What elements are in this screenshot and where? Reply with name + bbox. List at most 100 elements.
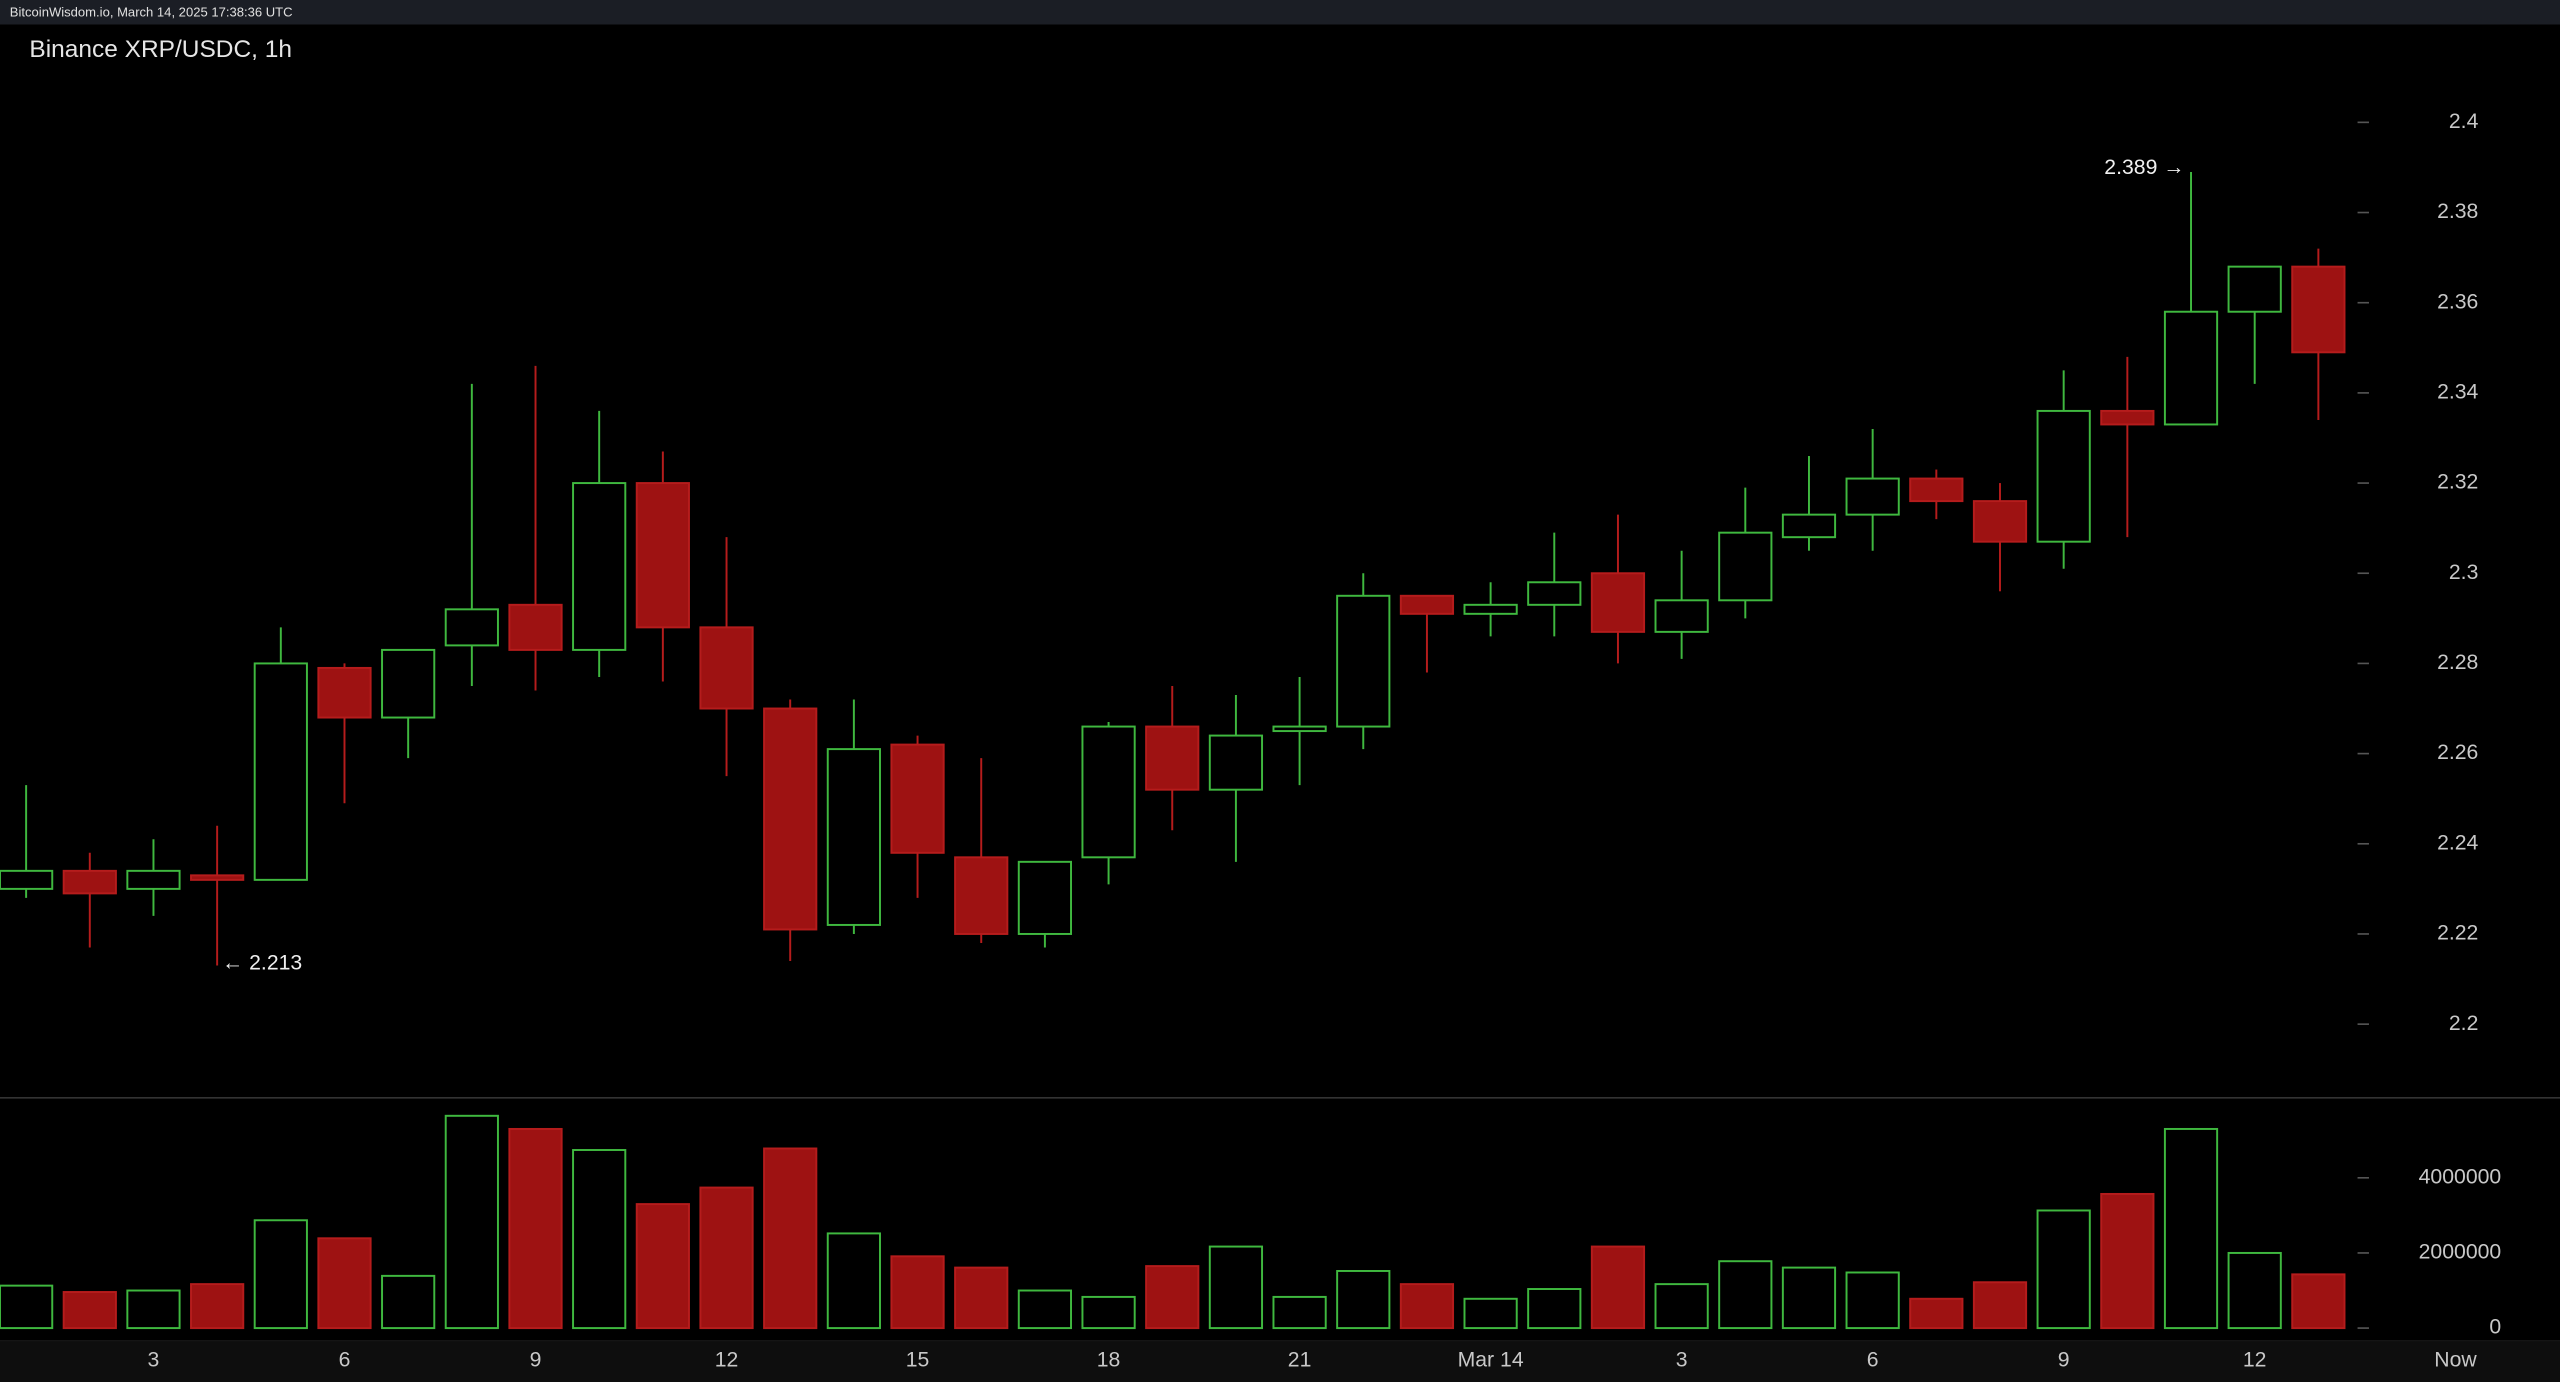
annotation: 2.389 →: [2104, 156, 2184, 179]
candle-body: [253, 662, 308, 881]
candle-body: [2227, 265, 2282, 313]
x-tick-label: 6: [1867, 1348, 1879, 1371]
x-tick-label: Mar 14: [1458, 1348, 1524, 1371]
volume-bar: [2227, 1251, 2282, 1330]
volume-bar: [1527, 1288, 1582, 1330]
volume-bar: [1718, 1260, 1773, 1330]
candle-body: [890, 743, 945, 854]
annotation: ← 2.213: [222, 951, 302, 974]
volume-bar: [190, 1283, 245, 1330]
candle-body: [381, 648, 436, 719]
candle-body: [1845, 477, 1900, 516]
candle-body: [1527, 581, 1582, 606]
x-tick-label: 15: [906, 1348, 930, 1371]
chart-title: Binance XRP/USDC, 1h: [29, 36, 292, 63]
y-tick-label: 2.36: [2437, 290, 2478, 313]
candle-body: [0, 869, 54, 890]
y-tick-label: 2.22: [2437, 922, 2478, 945]
volume-bar: [0, 1284, 54, 1330]
y-tick-label: 2.4: [2449, 110, 2479, 133]
volume-bar: [890, 1255, 945, 1330]
candle-body: [2100, 409, 2155, 426]
volume-bar: [1590, 1245, 1646, 1330]
candle-body: [635, 482, 690, 629]
volume-bar: [826, 1232, 881, 1330]
volume-bar: [572, 1149, 627, 1330]
volume-bar: [954, 1266, 1009, 1330]
candle-body: [190, 874, 245, 881]
candle-body: [763, 707, 818, 931]
candle-body: [1463, 603, 1518, 615]
volume-tick-label: 0: [2489, 1316, 2501, 1339]
candle-body: [317, 666, 372, 719]
volume-bar: [1081, 1295, 1136, 1330]
volume-bar: [2100, 1192, 2155, 1330]
candle-body: [699, 626, 754, 710]
candle-body: [508, 603, 563, 651]
volume-bar: [2036, 1209, 2091, 1330]
volume-bar: [1972, 1281, 2028, 1330]
volume-bar: [444, 1114, 499, 1330]
x-tick-label: 12: [2243, 1348, 2267, 1371]
candle-body: [62, 869, 117, 895]
volume-tick-label: 4000000: [2419, 1165, 2502, 1188]
y-tick-label: 2.24: [2437, 831, 2478, 854]
x-tick-label: 12: [715, 1348, 739, 1371]
volume-bar: [635, 1203, 690, 1330]
volume-bar: [1399, 1283, 1455, 1330]
x-tick-label: 3: [1676, 1348, 1688, 1371]
x-tick-label: 6: [339, 1348, 351, 1371]
candle-body: [1781, 513, 1837, 539]
volume-bar: [1463, 1297, 1518, 1330]
volume-tick-label: 2000000: [2419, 1241, 2502, 1264]
candle-body: [1909, 477, 1964, 503]
volume-bar: [253, 1219, 308, 1330]
y-tick-label: 2.34: [2437, 380, 2478, 403]
candle-body: [1590, 572, 1646, 633]
candle-body: [1336, 594, 1391, 728]
volume-bar: [1145, 1265, 1200, 1330]
y-tick-label: 2.38: [2437, 200, 2478, 223]
volume-bar: [62, 1291, 117, 1330]
candle-body: [826, 748, 881, 926]
candle-body: [1654, 599, 1709, 633]
volume-bar: [1208, 1245, 1264, 1330]
volume-bar: [763, 1147, 818, 1330]
x-axis-band: [0, 1341, 2560, 1382]
volume-bar: [699, 1186, 754, 1330]
candle-body: [1718, 531, 1773, 602]
x-axis-end-label: Now: [2434, 1348, 2477, 1371]
candle-body: [1272, 725, 1327, 733]
header-text: BitcoinWisdom.io, March 14, 2025 17:38:3…: [10, 5, 293, 20]
y-tick-label: 2.26: [2437, 741, 2478, 764]
y-tick-label: 2.32: [2437, 471, 2478, 494]
candle-body: [2163, 310, 2219, 426]
volume-bar: [1781, 1266, 1837, 1330]
volume-bar: [2291, 1273, 2346, 1330]
y-tick-label: 2.3: [2449, 561, 2478, 584]
candle-body: [444, 608, 499, 647]
volume-bar: [381, 1274, 436, 1330]
y-tick-label: 2.2: [2449, 1012, 2478, 1035]
candle-body: [2291, 265, 2346, 354]
candle-body: [572, 482, 627, 651]
volume-bar: [508, 1127, 563, 1330]
x-tick-label: 18: [1097, 1348, 1121, 1371]
volume-bar: [1017, 1289, 1072, 1330]
candle-body: [954, 856, 1009, 935]
candle-body: [1081, 725, 1136, 859]
volume-bar: [1845, 1271, 1900, 1330]
candle-body: [1017, 860, 1072, 935]
volume-bar: [1909, 1297, 1964, 1330]
y-tick-label: 2.28: [2437, 651, 2478, 674]
x-tick-label: 9: [530, 1348, 542, 1371]
candle-body: [1399, 594, 1455, 615]
header-bar: [0, 0, 2560, 25]
volume-bar: [2163, 1127, 2219, 1330]
candle-body: [1208, 734, 1264, 791]
volume-bar: [1272, 1295, 1327, 1330]
candle-body: [2036, 409, 2091, 543]
candle-body: [1145, 725, 1200, 791]
